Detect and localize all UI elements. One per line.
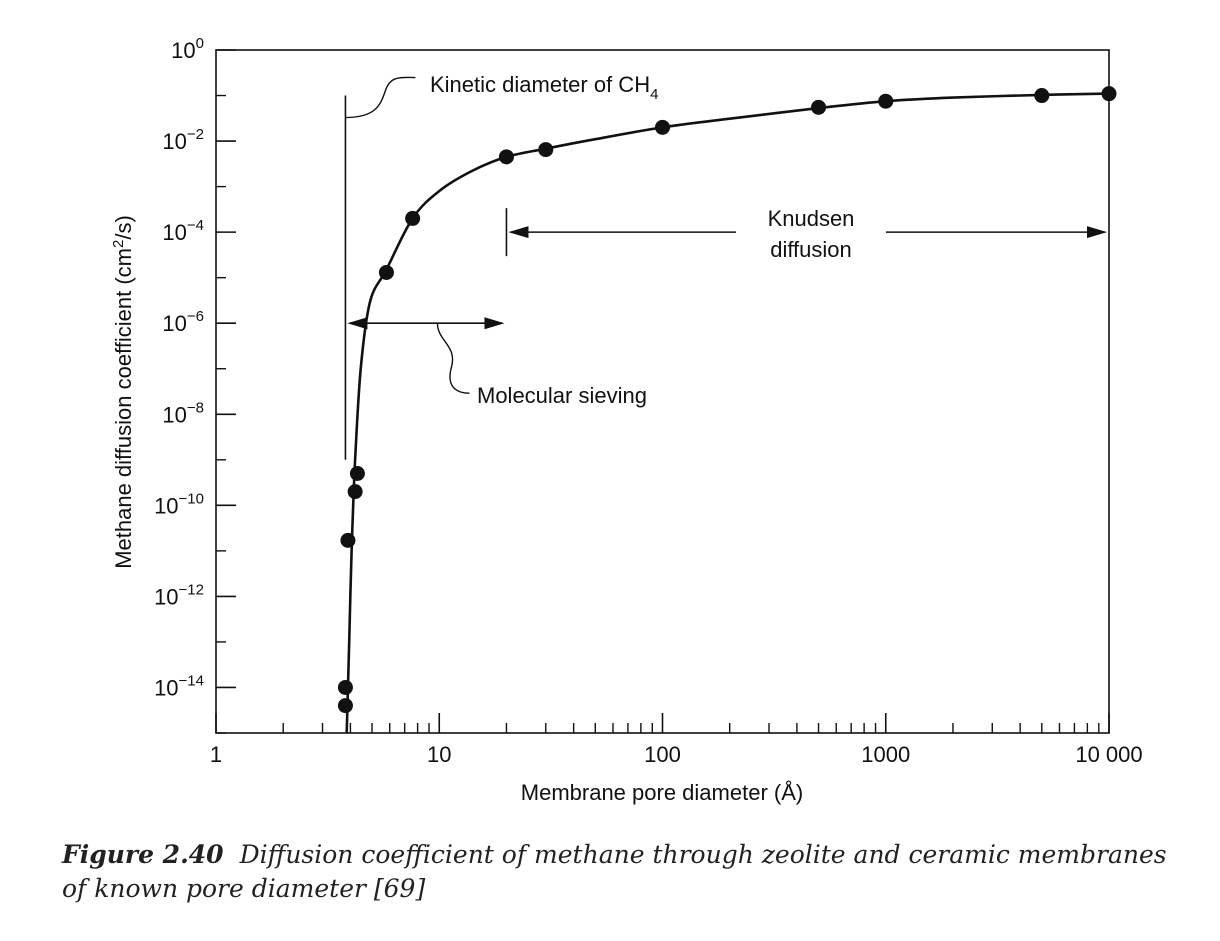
data-point [337,679,353,695]
data-point [347,484,363,500]
figure-caption-text: Diffusion coefficient of methane through… [62,840,1167,903]
kinetic-diameter-subscript: 4 [650,86,658,103]
data-point [1034,88,1050,104]
data-points [337,86,1117,714]
y-tick-label-exponent: −4 [187,217,204,234]
y-tick-label: 10−2 [162,126,204,154]
y-tick-label-base: 10 [162,129,186,154]
y-tick-label-base: 10 [154,675,178,700]
x-axis: 1 10 100 1000 10 000 [210,713,1143,767]
y-tick-label: 10−12 [154,581,204,609]
data-point [811,99,827,115]
data-point [405,210,421,226]
y-tick-label-base: 10 [154,584,178,609]
x-tick-label: 10 000 [1075,742,1142,767]
y-tick-label-exponent: −6 [187,308,204,325]
kinetic-diameter-text: Kinetic diameter of CH [430,72,650,97]
y-axis-title-sup: 2 [110,240,127,248]
y-tick-label-exponent: 0 [196,35,204,52]
sieving-leader [436,323,470,394]
annotations [344,76,1107,460]
y-axis-title-main: Methane diffusion coefficient (cm [111,248,136,569]
y-axis-title-tail: /s) [111,215,136,239]
knudsen-label-line1: Knudsen [768,206,855,231]
y-tick-label: 100 [171,35,204,63]
y-tick-label-base: 10 [154,493,178,518]
sieving-arrowhead-left [347,317,368,330]
data-point [349,466,365,482]
x-tick-label: 1000 [861,742,910,767]
data-point [498,149,514,165]
y-tick-label: 10−14 [154,672,204,700]
x-tick-label: 10 [427,742,451,767]
data-point [538,142,554,158]
y-tick-label-exponent: −10 [179,490,204,507]
y-tick-label-base: 10 [162,402,186,427]
kinetic-diameter-label: Kinetic diameter of CH4 [430,72,658,103]
y-tick-label: 10−8 [162,399,204,427]
chart: 1 10 100 1000 10 000 10010−210−410−610−810−1… [110,35,1143,805]
x-axis-title: Membrane pore diameter (Å) [521,780,803,805]
y-tick-label: 10−6 [162,308,204,336]
kinetic-diameter-leader [345,76,416,119]
molecular-sieving-label: Molecular sieving [477,383,647,408]
knudsen-arrowhead-left [508,226,529,239]
knudsen-arrowhead-right [1087,226,1107,239]
y-tick-label-base: 10 [171,38,195,63]
data-point [1101,86,1117,102]
y-tick-label-base: 10 [162,311,186,336]
data-point [378,264,394,280]
minor-ticks [216,94,1100,734]
sieving-arrowhead-right [484,317,505,330]
x-tick-label: 100 [644,742,681,767]
x-tick-label: 1 [210,742,222,767]
data-point [337,698,353,714]
y-tick-label-exponent: −14 [179,672,204,689]
figure-caption: Figure 2.40 Diffusion coefficient of meth… [62,838,1192,906]
y-tick-label-exponent: −12 [179,581,204,598]
y-tick-label-exponent: −8 [187,399,204,416]
data-point [340,532,356,548]
y-tick-label-exponent: −2 [187,126,204,143]
fit-curve [345,92,1110,734]
knudsen-label-line2: diffusion [770,237,852,262]
y-tick-label-base: 10 [162,220,186,245]
y-axis-title: Methane diffusion coefficient (cm2/s) [110,215,136,569]
y-tick-label: 10−10 [154,490,204,518]
data-point [655,119,670,135]
y-tick-label: 10−4 [162,217,204,245]
figure-label: Figure 2.40 [62,840,224,869]
data-point [878,93,894,109]
